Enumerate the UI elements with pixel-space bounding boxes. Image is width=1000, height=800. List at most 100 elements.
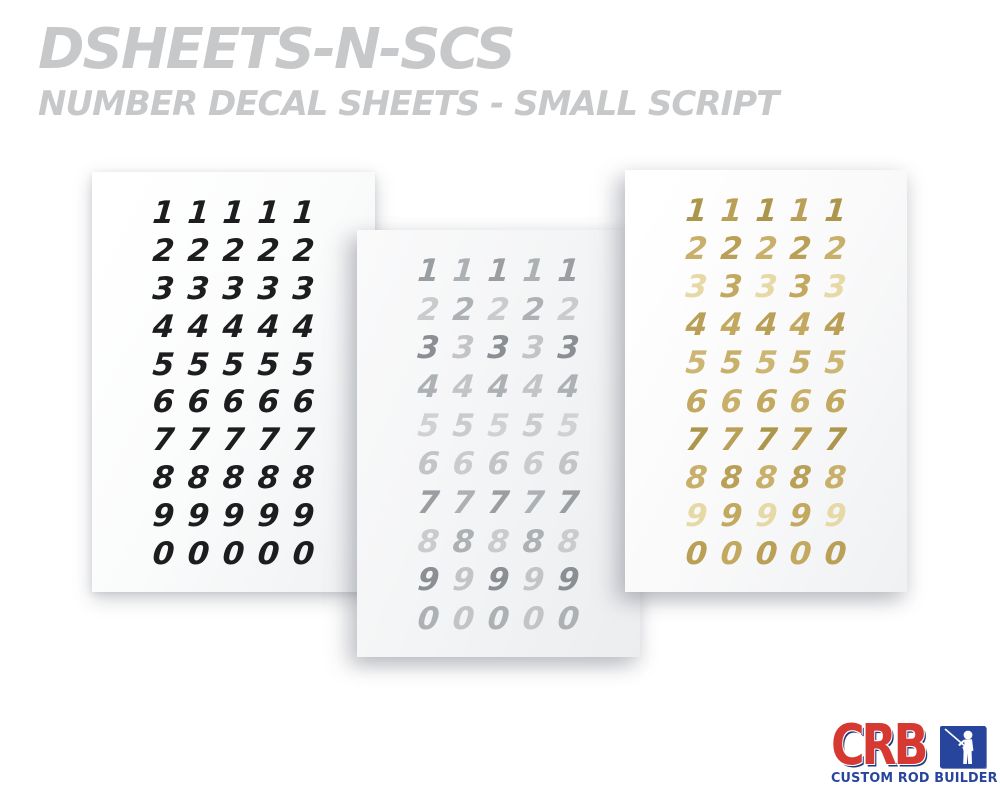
decal-digit: 3 [521,330,546,367]
decal-digit: 6 [451,446,476,483]
decal-digit: 4 [221,308,246,345]
decal-digit: 6 [486,446,511,483]
decal-digit: 2 [256,232,281,269]
decal-digit: 1 [823,193,848,229]
decal-digit: 2 [718,231,744,268]
decal-digit: 2 [221,232,246,269]
decal-digit: 5 [521,407,546,444]
decal-digit: 6 [256,384,281,421]
decal-digit: 1 [416,253,441,289]
decal-digit: 4 [753,307,779,344]
decal-digit: 3 [256,270,281,307]
decal-digit: 3 [486,330,511,367]
decal-digit: 9 [151,498,176,534]
decal-digit: 3 [186,270,211,307]
decal-digit: 9 [684,497,709,534]
decal-digit: 1 [221,195,246,231]
decal-digit: 3 [788,269,814,306]
decal-digit: 0 [521,600,546,637]
decal-digit: 1 [556,253,581,289]
decal-digit: 2 [823,231,848,268]
decal-digit: 2 [788,231,814,268]
decal-digit: 2 [291,232,316,269]
decal-digit: 5 [718,345,744,382]
decal-digit: 6 [788,383,814,420]
decal-digit: 2 [186,232,211,269]
decal-digit: 8 [556,523,581,560]
decal-digit: 0 [486,600,511,637]
decal-digit: 0 [151,535,176,572]
decal-digit: 6 [186,384,211,421]
fisherman-icon [940,726,986,768]
decal-digit: 4 [684,307,709,344]
decal-digit: 7 [451,484,476,521]
decal-digit: 9 [256,498,281,534]
decal-digit: 9 [556,562,581,599]
decal-digit: 6 [521,446,546,483]
decal-digit: 9 [186,498,211,534]
decal-digit: 6 [684,383,709,420]
decal-digit: 8 [151,460,176,497]
decal-digit: 3 [221,270,246,307]
decal-digit: 8 [256,460,281,497]
decal-digit: 5 [451,407,476,444]
decal-digit: 4 [718,307,744,344]
decal-digit: 2 [556,291,581,328]
decal-digit: 2 [486,291,511,328]
decal-digit: 8 [291,460,316,497]
decal-digit: 8 [718,459,744,496]
decal-digit: 6 [823,383,848,420]
decal-digit: 0 [451,600,476,637]
decal-digit: 6 [151,384,176,421]
page-subtitle: NUMBER DECAL SHEETS - SMALL SCRIPT [38,84,779,124]
decal-digit: 9 [753,497,779,534]
decal-digit: 4 [451,368,476,405]
decal-digit: 4 [521,368,546,405]
crb-acronym: CRB [831,713,929,778]
decal-digit: 4 [486,368,511,405]
decal-digit: 3 [151,270,176,307]
decal-digit: 4 [151,308,176,345]
decal-digit: 3 [718,269,744,306]
decal-digit: 5 [823,345,848,382]
decal-digit: 0 [788,535,814,572]
decal-digit: 4 [823,307,848,344]
decal-digit: 5 [486,407,511,444]
decal-digit: 7 [151,422,176,459]
decal-digit: 5 [684,345,709,382]
decal-digit: 7 [788,421,814,458]
decal-digit: 3 [451,330,476,367]
decal-digit: 2 [521,291,546,328]
decal-digit: 8 [451,523,476,560]
decal-digit: 5 [186,346,211,383]
header: DSHEETS-N-SCS NUMBER DECAL SHEETS - SMAL… [38,22,779,124]
decal-digit: 6 [718,383,744,420]
decal-digit: 2 [684,231,709,268]
decal-digit: 7 [221,422,246,459]
decal-digit: 3 [753,269,779,306]
crb-tagline: CUSTOM ROD BUILDER [831,771,998,786]
decal-digit: 7 [684,421,709,458]
decal-digit: 1 [451,253,476,289]
decal-digit: 5 [556,407,581,444]
decal-digit: 3 [684,269,709,306]
decal-digit: 5 [151,346,176,383]
